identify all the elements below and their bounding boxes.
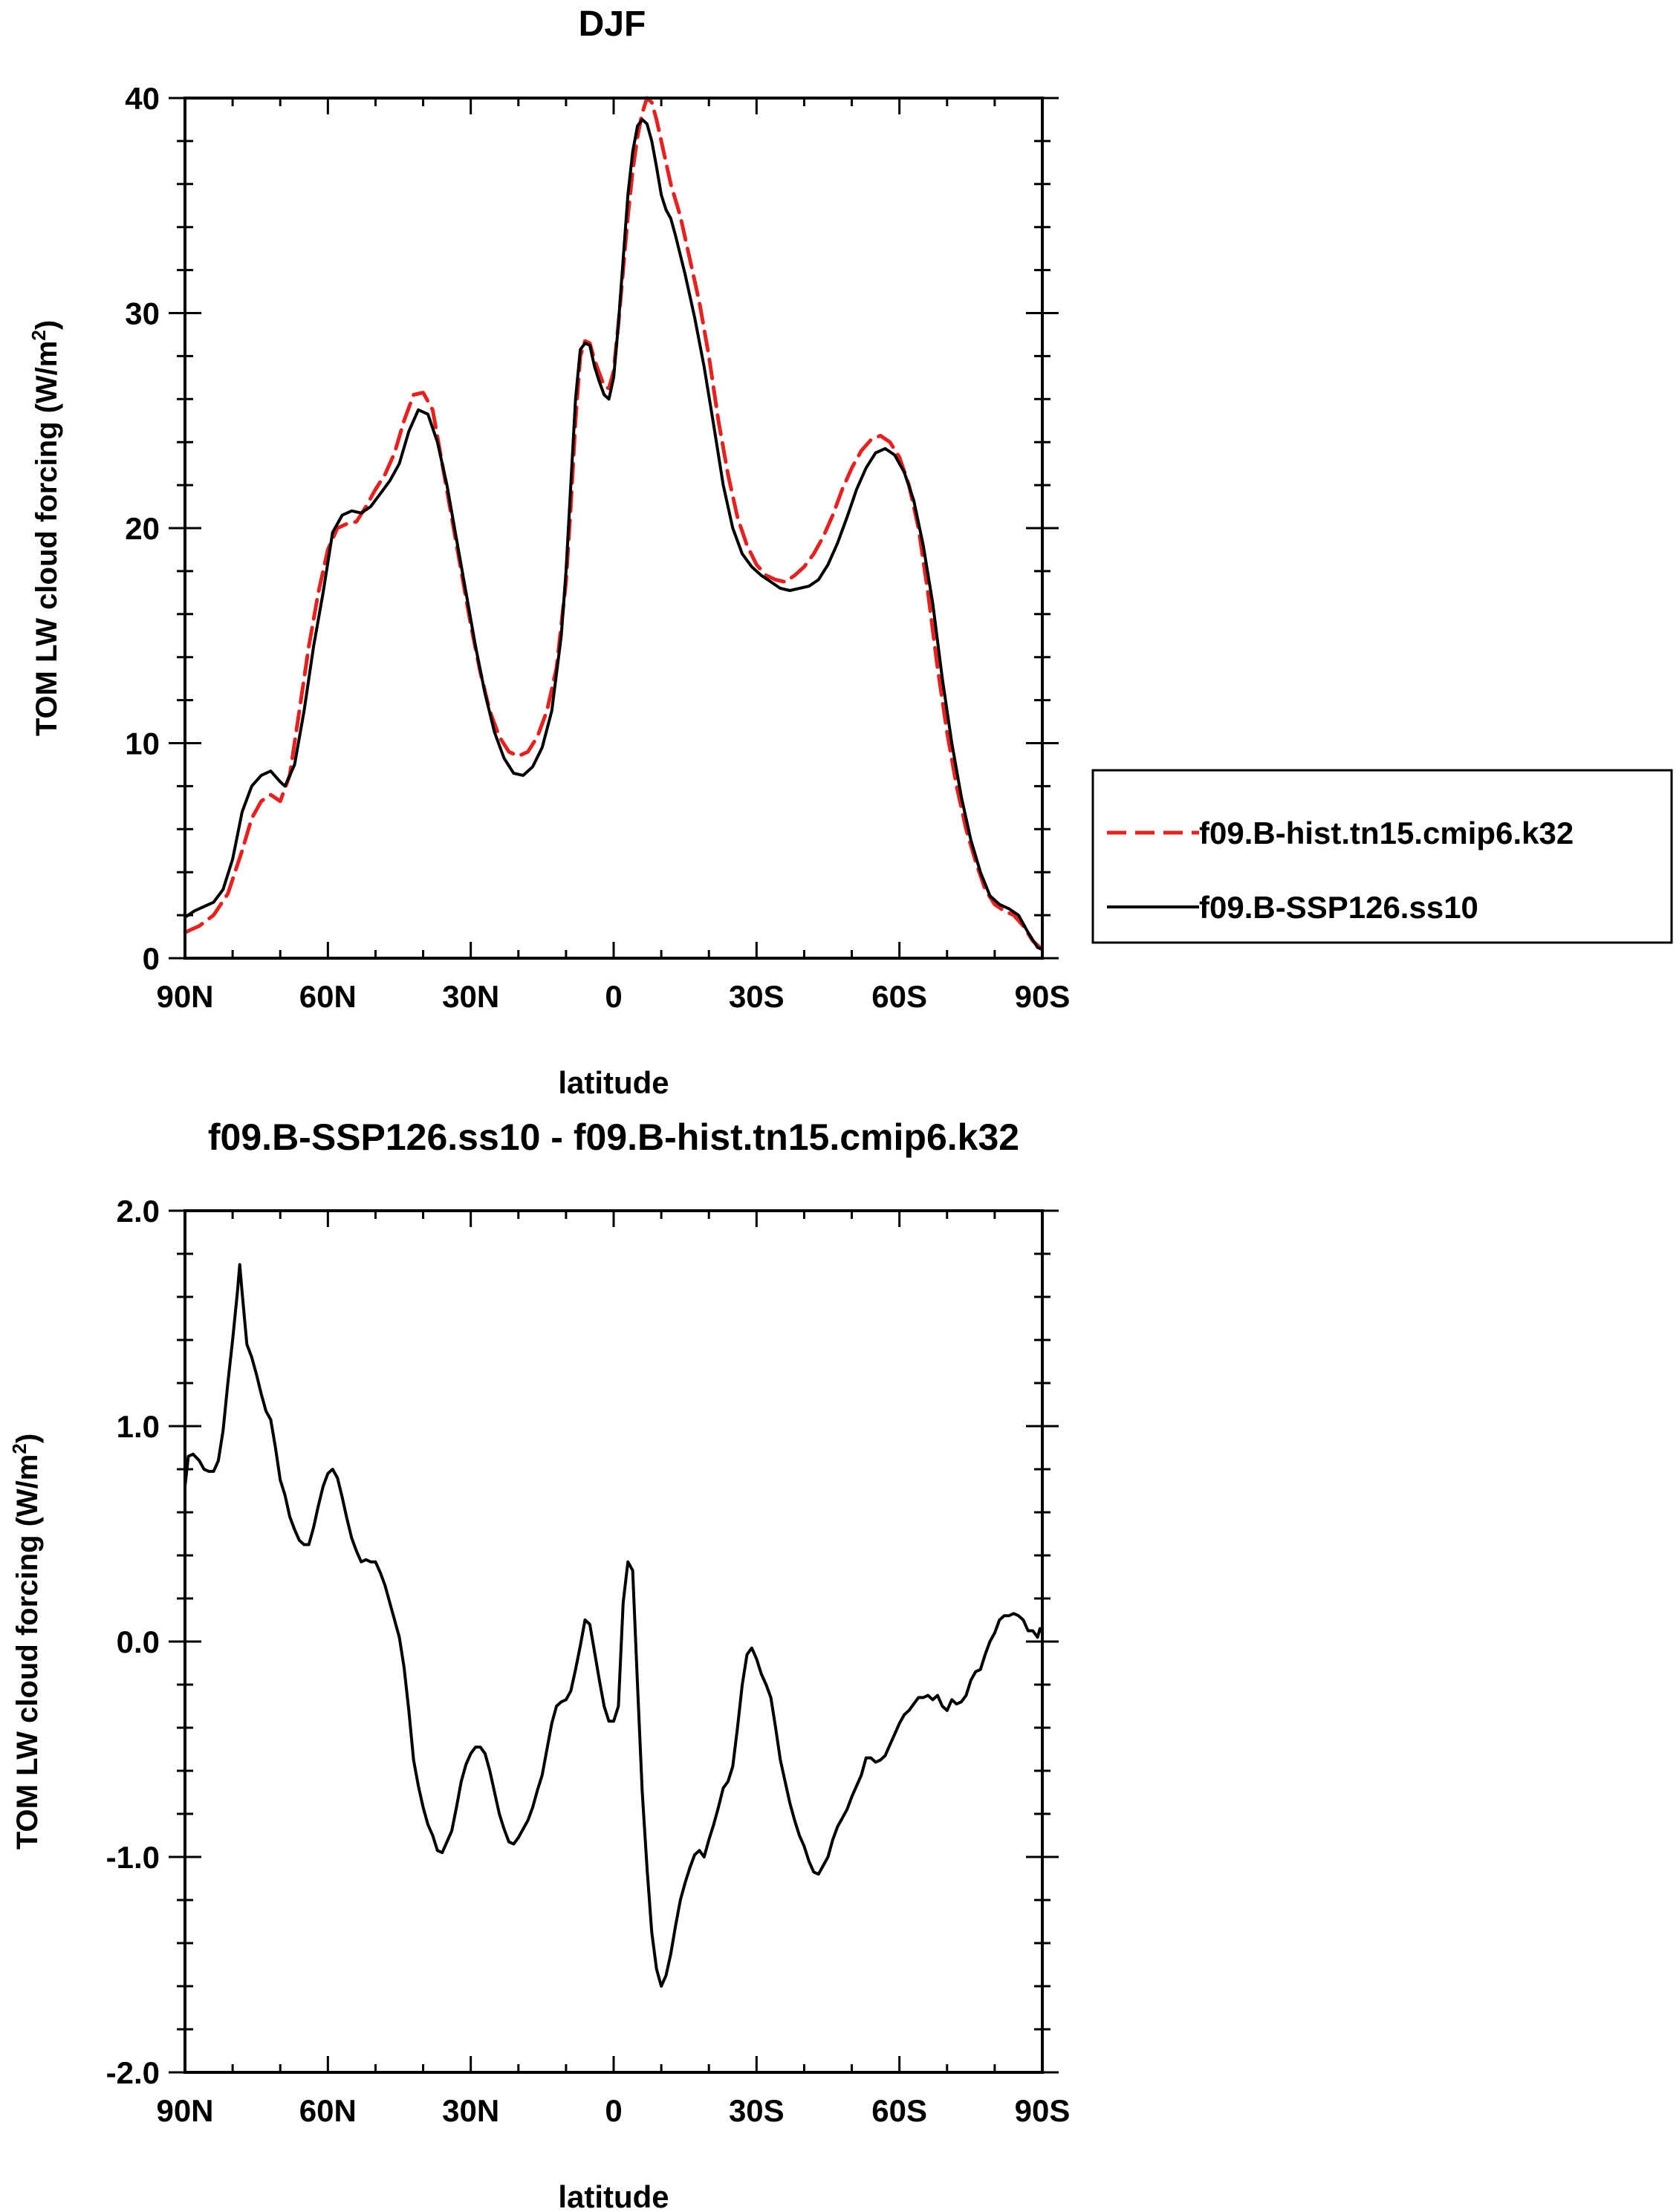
x-tick-label: 60S [871,979,927,1014]
x-tick-label: 0 [605,979,622,1014]
legend-entry-hist: f09.B-hist.tn15.cmip6.k32 [1199,816,1574,850]
x-tick-label: 60N [299,979,357,1014]
y-tick-label: 0 [143,941,160,976]
top-x-tick-labels: 90N 60N 30N 0 30S 60S 90S [156,979,1070,1014]
x-tick-label: 90N [156,979,213,1014]
y-tick-label: 2.0 [117,1194,160,1229]
x-axis-label: latitude [558,2179,669,2212]
y-tick-label: -1.0 [106,1840,160,1875]
x-tick-label: 30N [442,2093,499,2128]
difference-line-chart: f09.B-SSP126.ss10 - f09.B-hist.tn15.cmip… [8,1116,1070,2212]
chart-title: f09.B-SSP126.ss10 - f09.B-hist.tn15.cmip… [208,1116,1019,1158]
bottom-series [184,1263,1044,1988]
x-tick-label: 60N [299,2093,357,2128]
y-tick-label: 40 [125,81,160,116]
y-tick-label: 10 [125,726,160,761]
y-tick-label: 0.0 [117,1624,160,1659]
y-tick-label: 20 [125,511,160,546]
y-axis-label: TOM LW cloud forcing (W/m2) [27,320,63,736]
legend: f09.B-hist.tn15.cmip6.k32 f09.B-SSP126.s… [1091,769,1673,944]
top-plot-frame [184,97,1044,960]
x-tick-label: 60S [871,2093,927,2128]
x-tick-label: 30S [729,979,785,1014]
x-tick-label: 90S [1015,979,1071,1014]
top-y-tick-labels: 0 10 20 30 40 [125,81,160,976]
y-axis-label: TOM LW cloud forcing (W/m2) [8,1434,44,1850]
bottom-y-tick-labels: -2.0 -1.0 0.0 1.0 2.0 [106,1194,160,2090]
bottom-x-tick-labels: 90N 60N 30N 0 30S 60S 90S [156,2093,1070,2128]
legend-entry-ssp126: f09.B-SSP126.ss10 [1199,890,1478,925]
bottom-plot-frame [184,1209,1044,2074]
x-tick-label: 90N [156,2093,213,2128]
x-tick-label: 0 [605,2093,622,2128]
x-axis-label: latitude [558,1065,669,1100]
x-tick-label: 30S [729,2093,785,2128]
top-series [183,96,1045,952]
series-line-f09-b-ssp126-ss10 [184,118,1044,952]
series-line-difference [184,1263,1044,1988]
y-tick-label: 30 [125,296,160,331]
legend-box [1091,769,1673,944]
y-tick-label: 1.0 [117,1409,160,1444]
djf-line-chart: DJF 90N 60N 30N 0 30S 60S 90S 0 10 20 30 40 latitu… [27,4,1673,1100]
x-tick-label: 90S [1015,2093,1071,2128]
y-tick-label: -2.0 [106,2055,160,2090]
chart-title: DJF [579,4,646,44]
x-tick-label: 30N [442,979,499,1014]
